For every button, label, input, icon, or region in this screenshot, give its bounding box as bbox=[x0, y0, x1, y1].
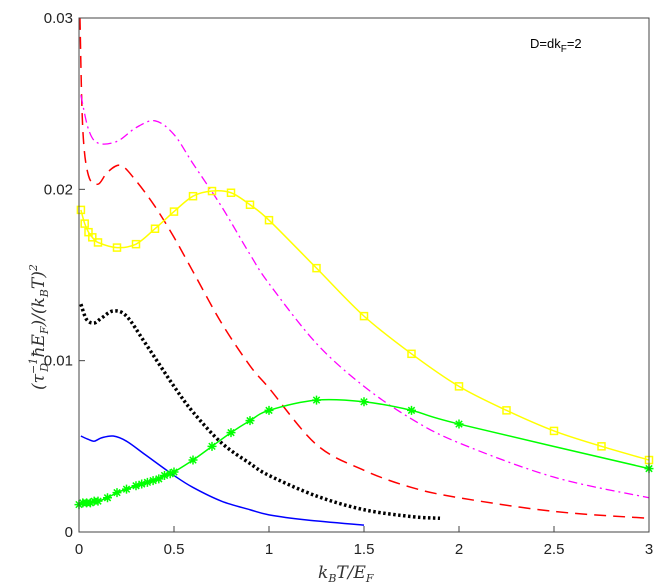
series-layer bbox=[74, 17, 654, 526]
data-point-square bbox=[312, 263, 321, 273]
data-point-square bbox=[359, 311, 369, 321]
data-point-star bbox=[169, 467, 179, 477]
data-point-square bbox=[93, 238, 103, 247]
data-point-square bbox=[88, 233, 97, 242]
series-red-dashed bbox=[79, 17, 650, 520]
data-point-square bbox=[80, 219, 89, 228]
series-line bbox=[78, 398, 650, 506]
data-point-star bbox=[312, 395, 321, 405]
data-point-star bbox=[142, 477, 152, 487]
data-point-star bbox=[93, 496, 103, 506]
data-point-star bbox=[112, 488, 122, 498]
data-point-star bbox=[137, 479, 147, 489]
data-point-square bbox=[76, 205, 86, 215]
x-tick-label: 1 bbox=[265, 541, 273, 558]
data-point-square bbox=[131, 239, 141, 249]
plot-frame bbox=[78, 17, 650, 533]
data-point-square bbox=[169, 207, 179, 216]
data-point-square bbox=[188, 191, 198, 201]
data-point-star bbox=[148, 476, 158, 486]
series-green-stars bbox=[74, 395, 654, 510]
series-magenta-dashdot bbox=[80, 94, 650, 499]
y-tick-label: 0.02 bbox=[44, 181, 73, 198]
data-point-star bbox=[407, 405, 416, 415]
data-point-star bbox=[359, 397, 369, 407]
data-point-square bbox=[407, 349, 416, 359]
y-tick-label: 0.03 bbox=[44, 10, 73, 27]
data-point-square bbox=[264, 215, 274, 225]
data-point-square bbox=[454, 382, 464, 391]
data-point-square bbox=[226, 188, 236, 198]
y-tick-label: 0.01 bbox=[44, 353, 73, 370]
series-line bbox=[80, 189, 650, 461]
data-point-star bbox=[85, 498, 95, 508]
data-point-square bbox=[502, 406, 511, 415]
x-tick-label: 2.5 bbox=[544, 541, 565, 558]
data-point-star bbox=[207, 441, 217, 451]
x-tick-label: 2 bbox=[455, 541, 463, 558]
data-point-star bbox=[103, 493, 112, 503]
data-point-star bbox=[226, 428, 236, 438]
x-tick-label: 0 bbox=[75, 541, 83, 558]
y-axis-label: (τ−1D ħEF)/(kBT)2 bbox=[27, 264, 51, 390]
data-point-star bbox=[264, 405, 274, 415]
annotation: D=dkF=2 bbox=[530, 36, 582, 55]
data-point-star bbox=[454, 419, 464, 429]
data-point-star bbox=[165, 469, 175, 479]
data-point-star bbox=[245, 416, 255, 426]
data-point-star bbox=[160, 470, 169, 480]
series-yellow-squares bbox=[76, 186, 654, 465]
ticks-layer: 0 0.5 1 1.5 2 2.5 3 0 0.01 0.02 0.03 bbox=[44, 10, 653, 558]
data-point-star bbox=[122, 484, 131, 494]
series-black-dotted bbox=[79, 303, 441, 521]
series-line bbox=[80, 435, 365, 526]
data-point-square bbox=[112, 243, 122, 252]
data-point-square bbox=[597, 442, 606, 451]
series-line bbox=[80, 94, 650, 499]
data-point-star bbox=[154, 474, 164, 484]
data-point-star bbox=[188, 455, 198, 465]
data-point-square bbox=[245, 200, 255, 210]
x-axis-label: kBT/EF bbox=[318, 563, 374, 585]
data-point-square bbox=[150, 224, 160, 233]
series-line bbox=[79, 303, 441, 521]
data-point-square bbox=[549, 426, 559, 436]
x-tick-label: 0.5 bbox=[164, 541, 185, 558]
data-point-star bbox=[131, 481, 141, 491]
x-tick-label: 1.5 bbox=[354, 541, 375, 558]
y-tick-label: 0 bbox=[65, 524, 73, 541]
x-tick-label: 3 bbox=[645, 541, 653, 558]
series-line bbox=[79, 17, 650, 520]
data-point-square bbox=[207, 186, 217, 196]
series-blue-solid bbox=[80, 435, 365, 526]
